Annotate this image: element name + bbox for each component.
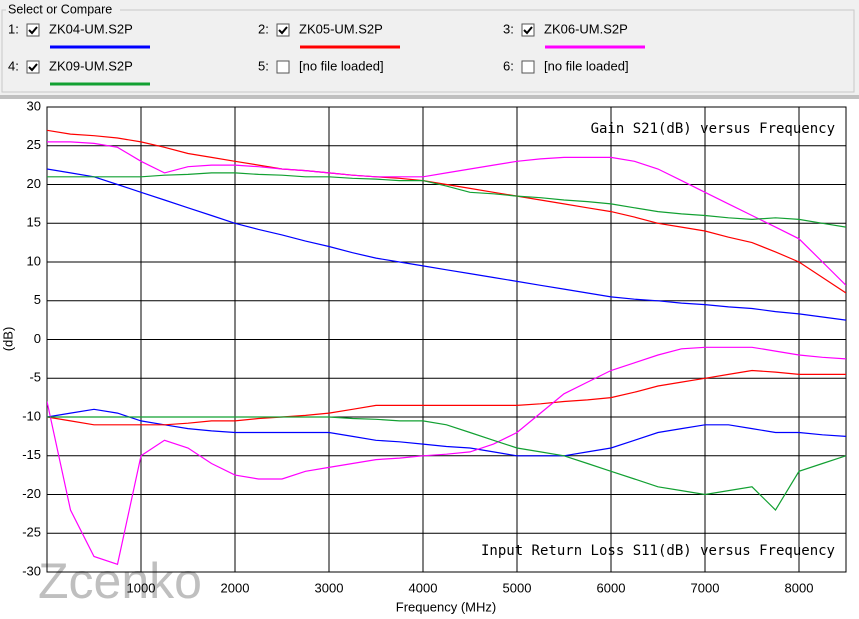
y-tick-label: 0 [34, 331, 41, 346]
series-line [47, 408, 846, 457]
y-tick-label: -10 [22, 408, 41, 423]
annotation: Input Return Loss S11(dB) versus Frequen… [481, 543, 835, 559]
slot-file: ZK09-UM.S2P [49, 58, 133, 73]
checkmark [523, 26, 533, 35]
checkbox[interactable] [276, 23, 290, 37]
slot-index: 4: [8, 58, 19, 73]
x-tick-label: 5000 [503, 580, 532, 595]
splitter [0, 95, 859, 99]
compare-panel: Select or Compare [1, 2, 855, 93]
series-line [47, 369, 846, 426]
y-axis-label: (dB) [0, 327, 15, 352]
y-tick-label: 5 [34, 292, 41, 307]
series-line [47, 172, 846, 228]
checkmark [28, 26, 38, 35]
y-tick-label: -30 [22, 563, 41, 578]
series-line [47, 141, 846, 286]
checkmark [278, 26, 288, 35]
x-tick-label: 1000 [127, 580, 156, 595]
checkbox[interactable] [26, 60, 40, 74]
group-box [1, 9, 855, 93]
slot-file: ZK05-UM.S2P [299, 21, 383, 36]
series-line [47, 416, 846, 511]
slot-file: [no file loaded] [544, 58, 629, 73]
slot-index: 2: [258, 21, 269, 36]
checkbox[interactable] [26, 23, 40, 37]
series-line [47, 346, 846, 566]
chart-background [0, 99, 859, 619]
series-line [47, 168, 846, 321]
slot-index: 5: [258, 58, 269, 73]
checkbox[interactable] [521, 23, 535, 37]
series-line [47, 129, 846, 294]
slot-index: 3: [503, 21, 514, 36]
slot-file: [no file loaded] [299, 58, 384, 73]
x-tick-label: 2000 [221, 580, 250, 595]
group-box-title-bg [6, 3, 120, 17]
annotation: Gain S21(dB) versus Frequency [591, 121, 835, 137]
checkbox[interactable] [521, 60, 535, 74]
slot-index: 6: [503, 58, 514, 73]
y-tick-label: 15 [27, 215, 41, 230]
x-tick-label: 3000 [315, 580, 344, 595]
checkbox[interactable] [276, 60, 290, 74]
x-axis-label: Frequency (MHz) [396, 599, 496, 614]
checkmark [28, 63, 38, 72]
x-tick-label: 4000 [409, 580, 438, 595]
watermark: Zcenko [38, 553, 202, 609]
plot-lines [47, 129, 846, 566]
y-tick-label: 20 [27, 176, 41, 191]
x-tick-label: 8000 [785, 580, 814, 595]
y-tick-label: -15 [22, 447, 41, 462]
y-tick-label: -20 [22, 486, 41, 501]
y-tick-label: -25 [22, 525, 41, 540]
slot-file: ZK06-UM.S2P [544, 21, 628, 36]
y-tick-label: -5 [29, 370, 41, 385]
group-box-title: Select or Compare [8, 2, 112, 16]
y-tick-label: 10 [27, 253, 41, 268]
x-tick-label: 7000 [691, 580, 720, 595]
x-tick-label: 6000 [597, 580, 626, 595]
slot-file: ZK04-UM.S2P [49, 21, 133, 36]
slot-index: 1: [8, 21, 19, 36]
y-tick-label: 25 [27, 137, 41, 152]
y-tick-label: 30 [27, 98, 41, 113]
plot-frame [46, 106, 847, 573]
